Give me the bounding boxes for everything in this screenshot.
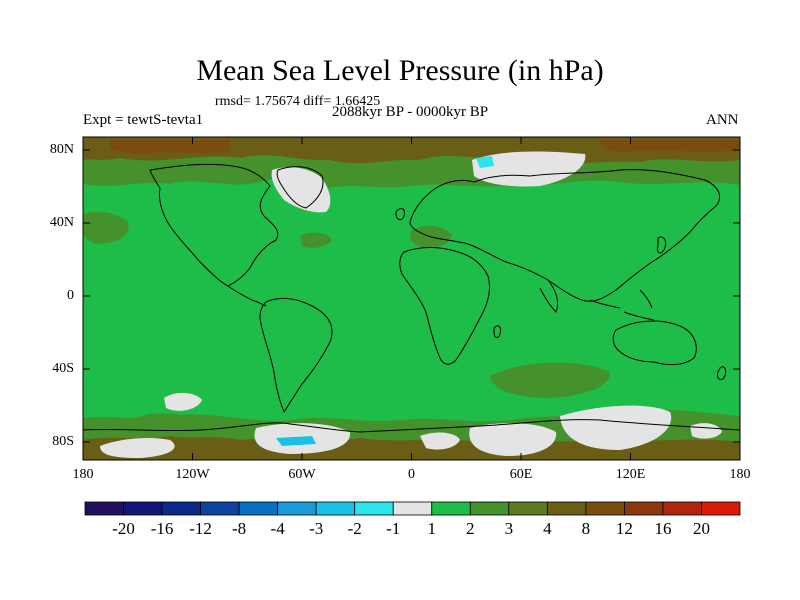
atlantic-olive — [300, 232, 332, 248]
colorbar-label: -8 — [232, 519, 247, 538]
west-pacific-olive — [83, 211, 129, 244]
lat-label: 0 — [67, 288, 74, 303]
period-label: 2088kyr BP - 0000kyr BP — [331, 104, 489, 120]
lon-label: 60W — [288, 467, 316, 482]
colorbar-label: -20 — [112, 519, 135, 538]
colorbar-swatch — [315, 501, 356, 516]
antarctic-cyan — [276, 436, 316, 446]
map-plot-area — [82, 136, 741, 461]
colorbar-swatch — [508, 501, 548, 516]
axis-ticks — [83, 137, 740, 460]
season-label: ANN — [706, 112, 739, 128]
antarctic-neutral-center — [469, 423, 557, 456]
colorbar-label: -2 — [347, 519, 362, 538]
antarctic-neutral-east — [560, 405, 672, 450]
coast-se-asia — [589, 289, 655, 321]
colorbar-swatch — [624, 501, 664, 516]
coast-madagascar — [493, 325, 501, 339]
colorbar-swatch — [662, 501, 702, 516]
colorbar-swatch — [238, 501, 279, 516]
greenland-neutral — [271, 167, 331, 213]
coast-india — [539, 279, 559, 313]
colorbar-label: -16 — [150, 519, 174, 538]
colorbar-label: -1 — [386, 519, 401, 538]
colorbar-label: 4 — [543, 519, 552, 538]
experiment-label: Expt = tewtS-tevta1 — [83, 112, 204, 128]
lat-label: 40S — [52, 361, 74, 376]
colorbar-label: -3 — [309, 519, 324, 538]
colorbar — [84, 501, 741, 516]
coast-uk — [395, 208, 405, 221]
colorbar-label: 2 — [466, 519, 475, 538]
colorbar-label: 16 — [654, 519, 672, 538]
indian-ocean-olive — [490, 362, 611, 398]
antarctic-neutral-ross — [420, 432, 460, 450]
coast-australia — [612, 320, 697, 366]
lat-label: 40N — [49, 215, 74, 230]
colorbar-swatch — [84, 501, 124, 516]
coast-north-america — [149, 163, 279, 287]
coast-new-zealand — [717, 366, 727, 381]
coast-greenland — [276, 166, 324, 209]
colorbar-label: 3 — [504, 519, 514, 538]
colorbar-label: 8 — [581, 519, 591, 538]
arctic-patch-west — [110, 140, 230, 154]
antarctic-brown — [83, 436, 740, 460]
coast-africa — [399, 247, 491, 365]
lon-label: 60E — [509, 467, 533, 482]
colorbar-swatch — [200, 501, 240, 516]
lon-label: 180 — [72, 467, 94, 482]
southern-neutral-blob — [164, 392, 202, 411]
lon-label: 120W — [175, 467, 210, 482]
colorbar-swatch — [585, 501, 625, 516]
coast-antarctica — [82, 419, 741, 433]
colorbar-swatch — [277, 501, 317, 516]
coast-south-america — [259, 298, 333, 414]
colorbar-swatch — [431, 501, 471, 516]
antarctic-neutral-west — [100, 438, 175, 458]
arctic-patch-east — [600, 140, 740, 152]
colorbar-swatch — [123, 501, 163, 516]
lon-label: 0 — [408, 467, 415, 482]
colorbar-swatch — [701, 501, 741, 516]
lon-label: 120E — [615, 467, 646, 482]
colorbar-swatch — [354, 501, 394, 516]
page-title: Mean Sea Level Pressure (in hPa) — [196, 54, 604, 87]
coastlines — [82, 163, 741, 433]
coast-eurasia — [409, 169, 720, 302]
colorbar-label: 12 — [615, 519, 633, 538]
coast-central-america — [227, 285, 267, 307]
barents-cyan — [476, 156, 494, 168]
colorbar-label: -4 — [270, 519, 285, 538]
colorbar-swatch — [161, 501, 201, 516]
colorbar-label: 20 — [692, 519, 710, 538]
colorbar-swatch — [469, 501, 510, 516]
coast-japan — [657, 236, 667, 254]
stats-label: rmsd= 1.75674 diff= 1.66425 — [215, 94, 381, 109]
lat-label: 80S — [52, 434, 74, 449]
colorbar-swatch — [392, 501, 433, 516]
colorbar-label: 1 — [427, 519, 437, 538]
colorbar-label: -12 — [189, 519, 212, 538]
colorbar-swatch — [546, 501, 587, 516]
lat-label: 80N — [49, 142, 74, 157]
lon-label: 180 — [729, 467, 751, 482]
barents-neutral — [472, 151, 586, 187]
